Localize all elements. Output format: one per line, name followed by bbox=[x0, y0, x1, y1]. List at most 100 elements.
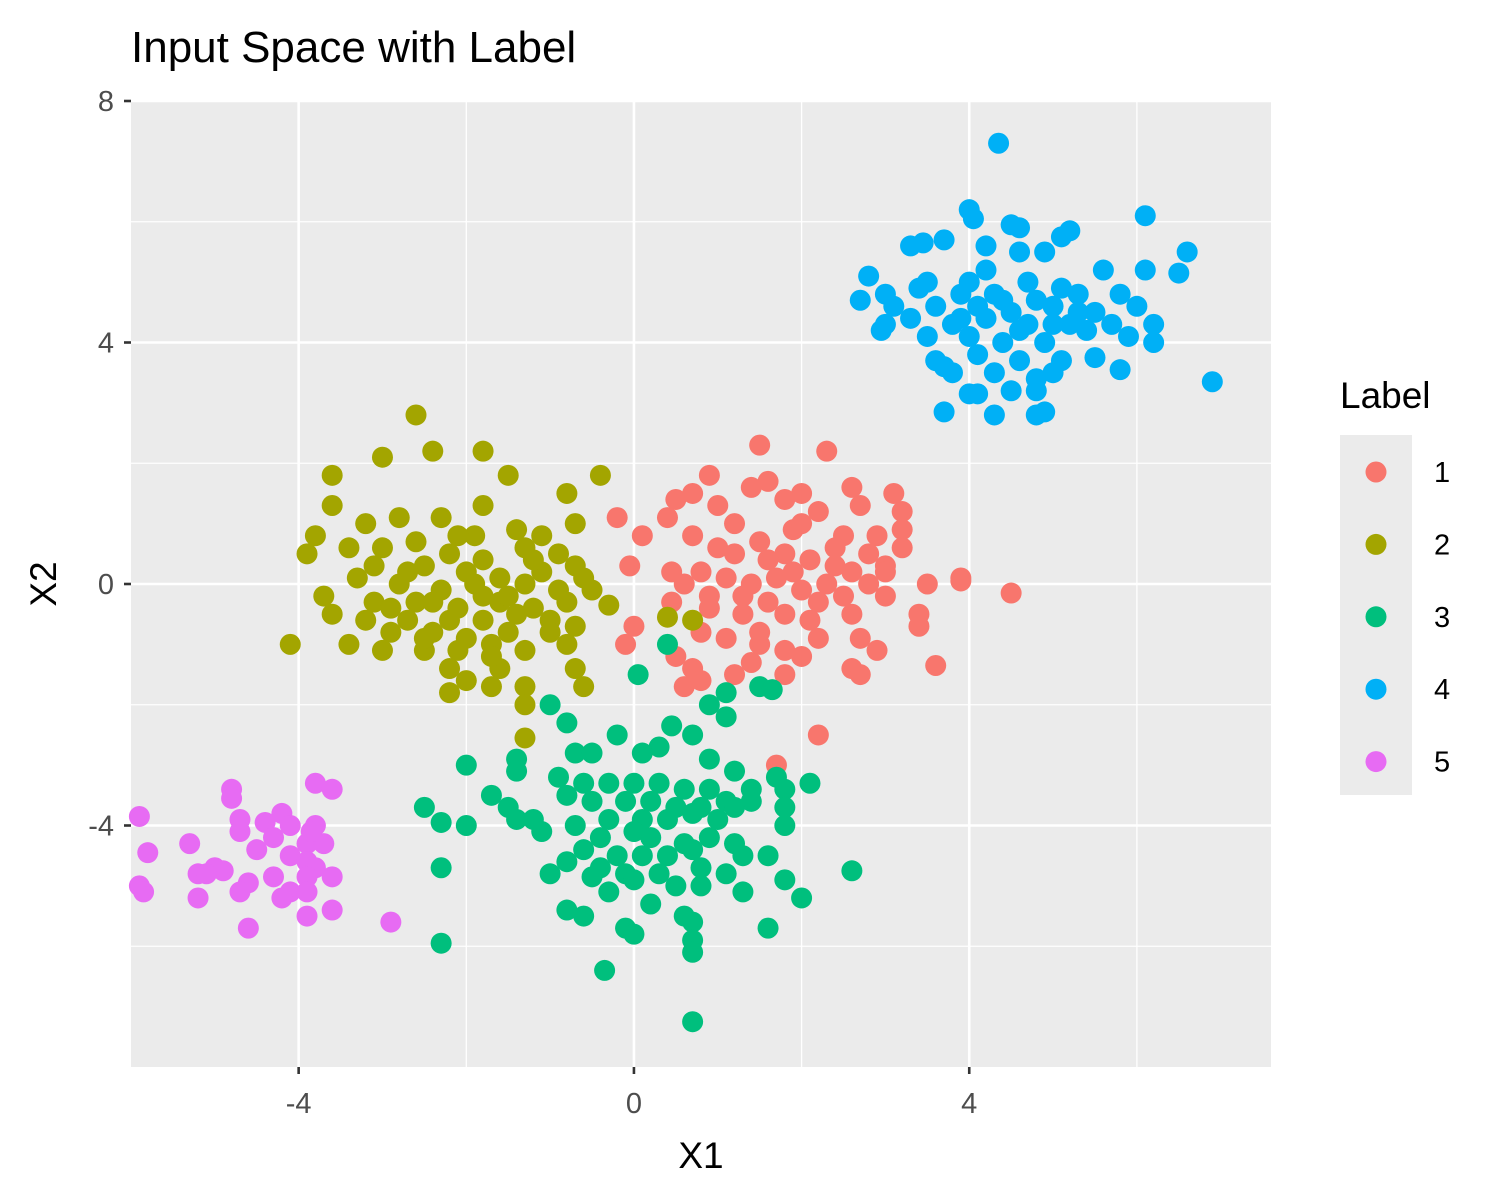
data-point bbox=[531, 525, 553, 547]
data-point bbox=[539, 863, 561, 885]
data-point bbox=[380, 911, 402, 933]
data-point bbox=[1067, 283, 1089, 305]
data-point bbox=[472, 440, 494, 462]
data-point bbox=[397, 561, 419, 583]
legend-label: 4 bbox=[1434, 674, 1450, 706]
data-point bbox=[296, 866, 318, 888]
data-point bbox=[598, 772, 620, 794]
data-point bbox=[724, 796, 746, 818]
data-point bbox=[514, 639, 536, 661]
data-point bbox=[661, 715, 683, 737]
data-point bbox=[631, 845, 653, 867]
data-point bbox=[506, 603, 528, 625]
data-point bbox=[648, 772, 670, 794]
data-point bbox=[791, 887, 813, 909]
data-point bbox=[627, 664, 649, 686]
legend-swatch bbox=[1365, 533, 1387, 555]
data-point bbox=[791, 513, 813, 535]
data-point bbox=[464, 573, 486, 595]
data-point bbox=[1201, 371, 1223, 393]
data-point bbox=[1042, 295, 1064, 317]
data-point bbox=[992, 289, 1014, 311]
data-point bbox=[807, 627, 829, 649]
data-point bbox=[397, 609, 419, 631]
data-point bbox=[732, 845, 754, 867]
data-point bbox=[539, 621, 561, 643]
data-point bbox=[791, 482, 813, 504]
data-point bbox=[765, 567, 787, 589]
data-point bbox=[321, 866, 343, 888]
data-point bbox=[950, 307, 972, 329]
data-point bbox=[413, 555, 435, 577]
data-point bbox=[858, 543, 880, 565]
legend: Label 1 2 3 4 5 bbox=[1340, 375, 1450, 795]
data-point bbox=[757, 549, 779, 571]
data-point bbox=[983, 362, 1005, 384]
data-point bbox=[1101, 313, 1123, 335]
data-point bbox=[967, 383, 989, 405]
data-point bbox=[690, 875, 712, 897]
data-point bbox=[338, 633, 360, 655]
data-point bbox=[656, 808, 678, 830]
data-point bbox=[422, 440, 444, 462]
data-point bbox=[556, 633, 578, 655]
data-point bbox=[975, 307, 997, 329]
data-point bbox=[866, 639, 888, 661]
data-point bbox=[774, 543, 796, 565]
data-point bbox=[690, 561, 712, 583]
data-point bbox=[464, 525, 486, 547]
data-point bbox=[556, 482, 578, 504]
data-point bbox=[698, 827, 720, 849]
data-point bbox=[950, 283, 972, 305]
y-tick-label: 0 bbox=[98, 569, 114, 601]
data-point bbox=[430, 932, 452, 954]
data-point bbox=[749, 434, 771, 456]
data-point bbox=[908, 277, 930, 299]
data-point bbox=[874, 561, 896, 583]
data-point bbox=[1050, 277, 1072, 299]
data-point bbox=[724, 760, 746, 782]
data-point bbox=[774, 664, 796, 686]
data-point bbox=[556, 784, 578, 806]
data-point bbox=[656, 633, 678, 655]
data-point bbox=[874, 585, 896, 607]
legend-items: 1 2 3 4 5 bbox=[1365, 457, 1450, 779]
legend-item-2: 2 bbox=[1365, 529, 1450, 561]
data-point bbox=[912, 232, 934, 254]
data-point bbox=[1176, 241, 1198, 263]
data-point bbox=[413, 627, 435, 649]
data-point bbox=[1076, 319, 1098, 341]
data-point bbox=[447, 639, 469, 661]
data-point bbox=[439, 658, 461, 680]
data-point bbox=[988, 132, 1010, 154]
data-point bbox=[619, 555, 641, 577]
data-point bbox=[564, 615, 586, 637]
data-point bbox=[933, 401, 955, 423]
data-point bbox=[371, 639, 393, 661]
data-point bbox=[564, 815, 586, 836]
data-point bbox=[455, 815, 477, 836]
data-point bbox=[221, 787, 243, 809]
x-tick-label: 4 bbox=[961, 1088, 977, 1120]
data-point bbox=[598, 808, 620, 830]
data-point bbox=[833, 585, 854, 607]
data-point bbox=[891, 519, 913, 541]
data-point bbox=[439, 543, 461, 565]
data-point bbox=[497, 621, 519, 643]
data-point bbox=[715, 627, 737, 649]
data-point bbox=[447, 525, 469, 547]
data-point bbox=[128, 805, 150, 827]
data-point bbox=[749, 531, 771, 553]
data-point bbox=[573, 772, 595, 794]
data-point bbox=[522, 597, 544, 619]
data-point bbox=[480, 784, 502, 806]
data-point bbox=[690, 670, 712, 692]
data-point bbox=[522, 549, 544, 571]
data-point bbox=[229, 821, 251, 843]
data-point bbox=[916, 573, 938, 595]
y-axis-tick-labels: 8 4 0 -4 bbox=[88, 86, 114, 843]
data-point bbox=[623, 772, 645, 794]
data-point bbox=[799, 772, 821, 794]
data-point bbox=[866, 525, 888, 547]
